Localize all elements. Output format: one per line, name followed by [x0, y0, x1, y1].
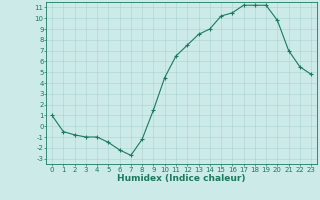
X-axis label: Humidex (Indice chaleur): Humidex (Indice chaleur) [117, 174, 246, 183]
